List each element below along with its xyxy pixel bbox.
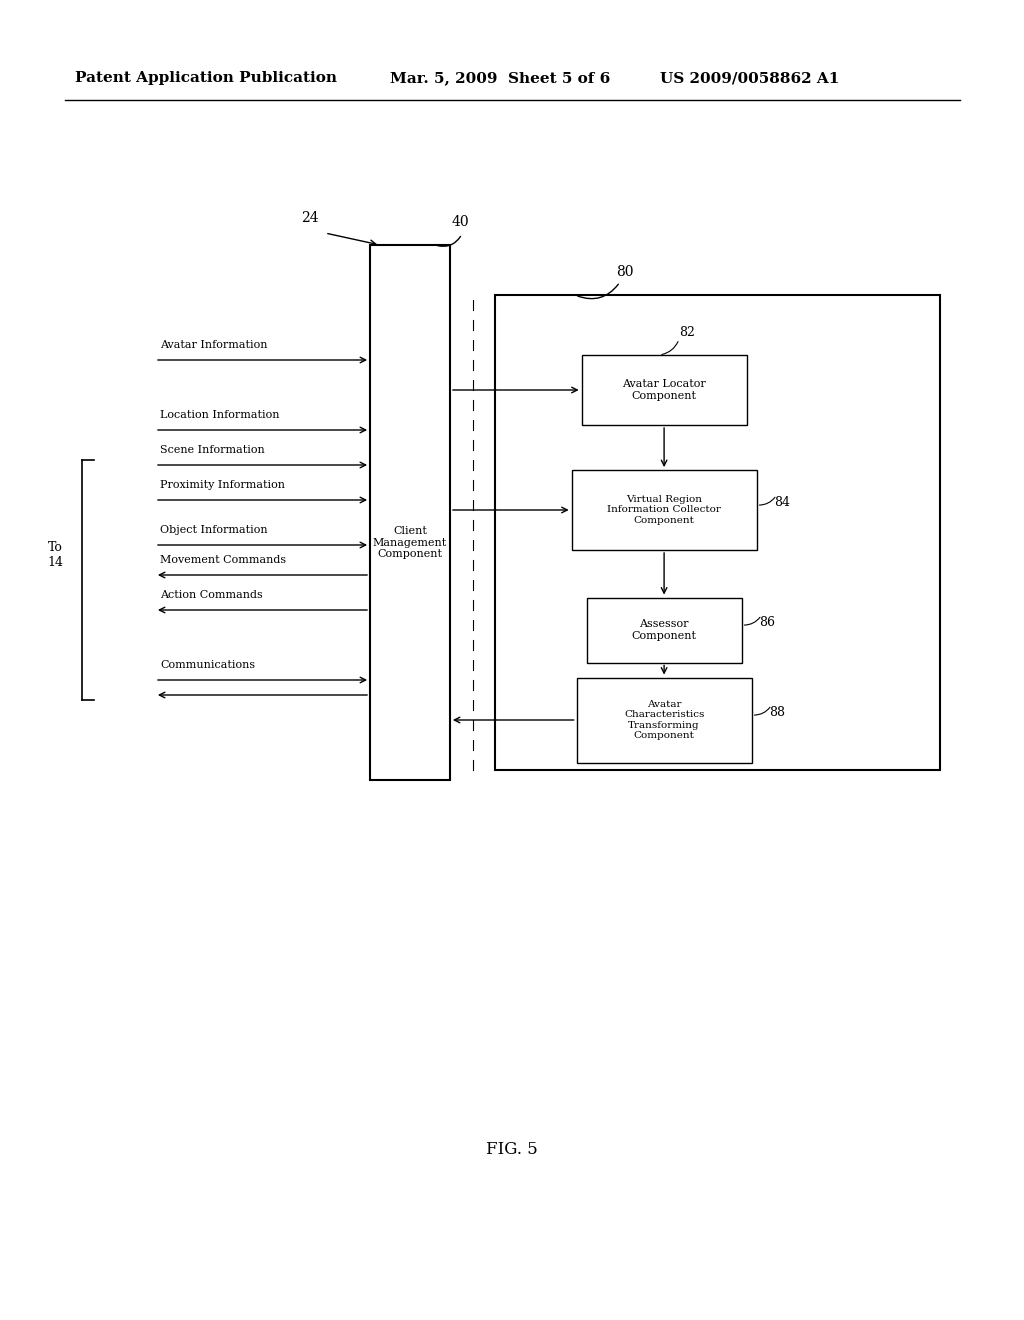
Text: Movement Commands: Movement Commands xyxy=(160,554,286,565)
Text: Avatar
Characteristics
Transforming
Component: Avatar Characteristics Transforming Comp… xyxy=(624,700,705,741)
Text: Client
Management
Component: Client Management Component xyxy=(373,525,447,560)
Bar xyxy=(571,470,757,550)
Text: Assessor
Component: Assessor Component xyxy=(632,619,696,640)
Bar xyxy=(582,355,746,425)
Text: 40: 40 xyxy=(452,215,469,228)
Text: Proximity Information: Proximity Information xyxy=(160,480,285,490)
Text: 88: 88 xyxy=(770,705,785,718)
Bar xyxy=(370,246,450,780)
Text: Scene Information: Scene Information xyxy=(160,445,265,455)
Text: Mar. 5, 2009  Sheet 5 of 6: Mar. 5, 2009 Sheet 5 of 6 xyxy=(390,71,610,84)
Text: Avatar Locator
Component: Avatar Locator Component xyxy=(623,379,706,401)
Bar xyxy=(495,294,940,770)
Text: Object Information: Object Information xyxy=(160,525,267,535)
Text: 82: 82 xyxy=(679,326,695,339)
Text: 86: 86 xyxy=(760,615,775,628)
Bar xyxy=(577,677,752,763)
Bar xyxy=(587,598,741,663)
Text: To
14: To 14 xyxy=(47,541,63,569)
Text: US 2009/0058862 A1: US 2009/0058862 A1 xyxy=(660,71,840,84)
Text: Virtual Region
Information Collector
Component: Virtual Region Information Collector Com… xyxy=(607,495,721,525)
Text: Avatar Information: Avatar Information xyxy=(160,341,267,350)
Text: 84: 84 xyxy=(774,495,791,508)
Text: Communications: Communications xyxy=(160,660,255,671)
Text: Patent Application Publication: Patent Application Publication xyxy=(75,71,337,84)
Text: Location Information: Location Information xyxy=(160,411,280,420)
Text: 80: 80 xyxy=(616,265,634,279)
Text: FIG. 5: FIG. 5 xyxy=(486,1142,538,1159)
Text: 24: 24 xyxy=(301,211,318,224)
Text: Action Commands: Action Commands xyxy=(160,590,263,601)
